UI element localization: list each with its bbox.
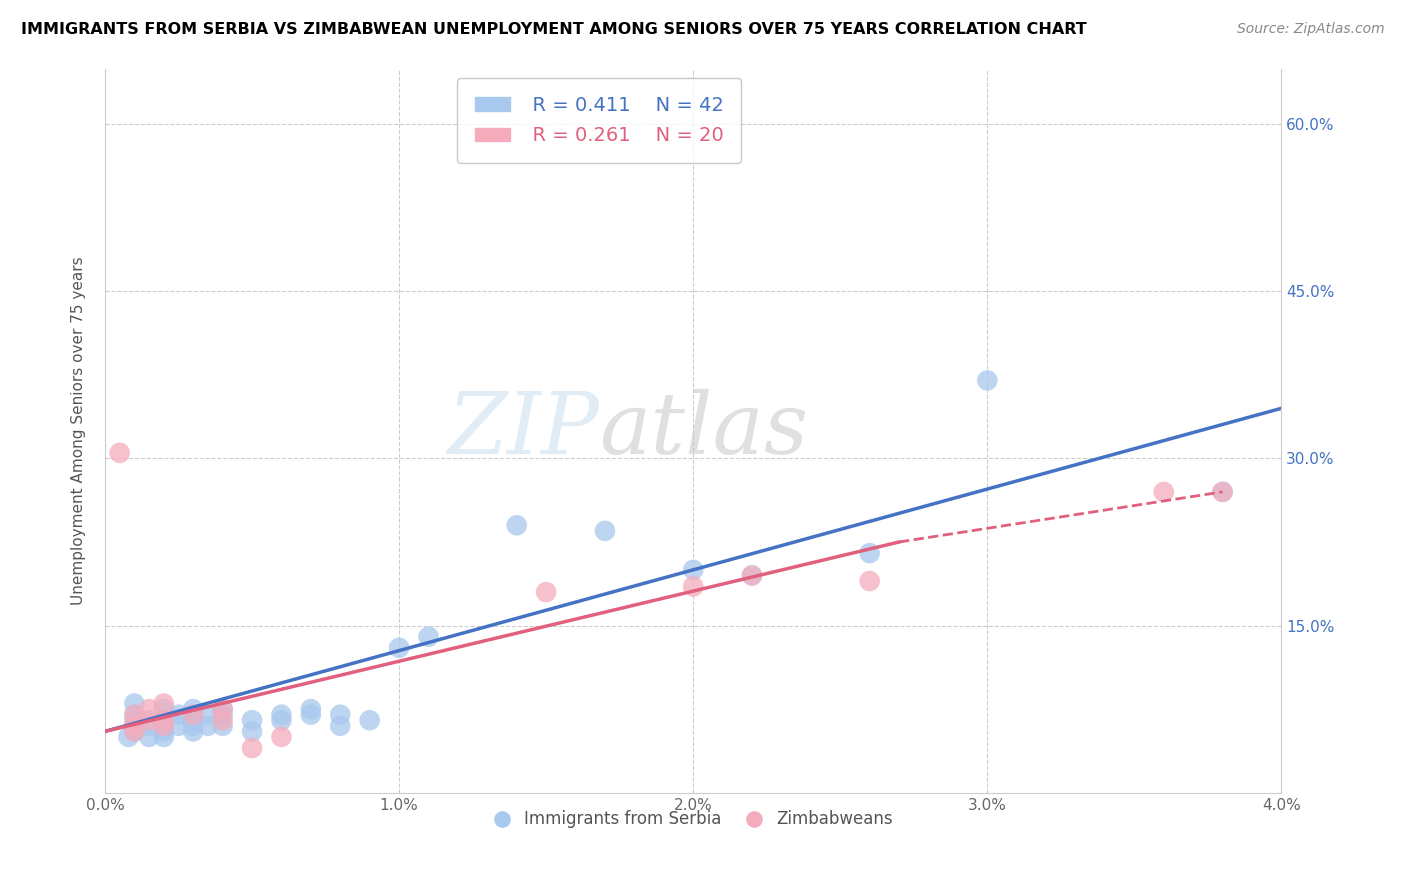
Legend: Immigrants from Serbia, Zimbabweans: Immigrants from Serbia, Zimbabweans	[486, 804, 900, 835]
Text: atlas: atlas	[599, 389, 808, 472]
Point	[1153, 484, 1175, 499]
Point	[124, 707, 146, 722]
Text: ZIP: ZIP	[447, 389, 599, 472]
Point	[181, 724, 204, 739]
Point	[388, 640, 411, 655]
Point	[138, 702, 160, 716]
Point	[682, 563, 704, 577]
Point	[181, 702, 204, 716]
Point	[181, 719, 204, 733]
Point	[741, 568, 763, 582]
Point	[211, 719, 233, 733]
Point	[506, 518, 529, 533]
Point	[299, 702, 322, 716]
Point	[181, 713, 204, 727]
Point	[859, 546, 882, 560]
Point	[211, 707, 233, 722]
Point	[240, 724, 263, 739]
Point	[682, 580, 704, 594]
Point	[124, 724, 146, 739]
Point	[153, 713, 176, 727]
Point	[153, 724, 176, 739]
Point	[153, 719, 176, 733]
Point	[124, 713, 146, 727]
Point	[138, 713, 160, 727]
Point	[153, 702, 176, 716]
Point	[167, 719, 190, 733]
Point	[418, 630, 440, 644]
Point	[117, 730, 139, 744]
Point	[124, 719, 146, 733]
Point	[153, 697, 176, 711]
Point	[299, 707, 322, 722]
Point	[153, 713, 176, 727]
Point	[197, 719, 219, 733]
Point	[240, 741, 263, 756]
Point	[1212, 484, 1234, 499]
Point	[240, 713, 263, 727]
Point	[138, 719, 160, 733]
Point	[534, 585, 557, 599]
Point	[197, 707, 219, 722]
Point	[138, 730, 160, 744]
Y-axis label: Unemployment Among Seniors over 75 years: Unemployment Among Seniors over 75 years	[72, 256, 86, 605]
Point	[211, 702, 233, 716]
Point	[153, 719, 176, 733]
Point	[108, 446, 131, 460]
Point	[124, 697, 146, 711]
Point	[329, 707, 352, 722]
Point	[359, 713, 381, 727]
Text: IMMIGRANTS FROM SERBIA VS ZIMBABWEAN UNEMPLOYMENT AMONG SENIORS OVER 75 YEARS CO: IMMIGRANTS FROM SERBIA VS ZIMBABWEAN UNE…	[21, 22, 1087, 37]
Point	[329, 719, 352, 733]
Point	[181, 707, 204, 722]
Point	[124, 707, 146, 722]
Text: Source: ZipAtlas.com: Source: ZipAtlas.com	[1237, 22, 1385, 37]
Point	[859, 574, 882, 588]
Point	[211, 713, 233, 727]
Point	[211, 702, 233, 716]
Point	[124, 719, 146, 733]
Point	[270, 707, 292, 722]
Point	[593, 524, 616, 538]
Point	[976, 374, 998, 388]
Point	[270, 730, 292, 744]
Point	[270, 713, 292, 727]
Point	[741, 568, 763, 582]
Point	[167, 707, 190, 722]
Point	[1212, 484, 1234, 499]
Point	[124, 724, 146, 739]
Point	[153, 730, 176, 744]
